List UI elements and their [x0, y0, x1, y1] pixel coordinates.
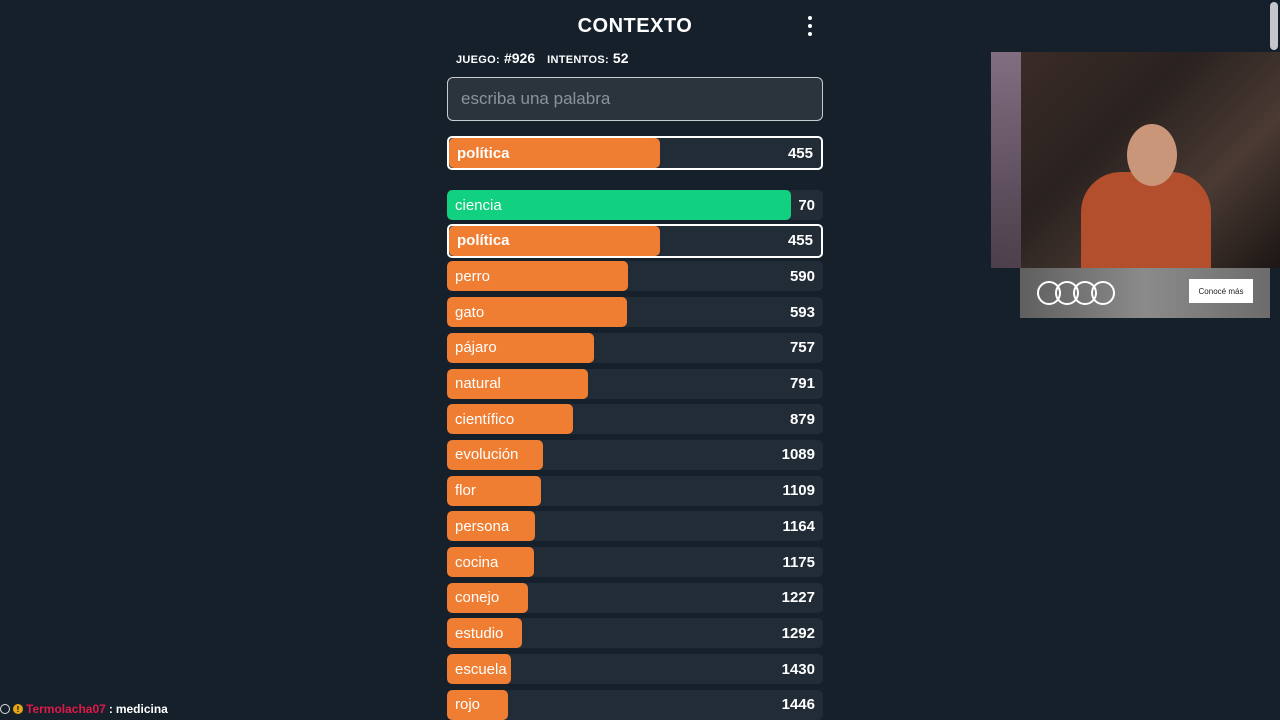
ad-cta-button[interactable]: Conocé más	[1189, 279, 1253, 303]
guess-bar	[447, 582, 528, 613]
guess-rank: 1109	[782, 482, 815, 500]
ad-banner[interactable]: Conocé más	[1020, 268, 1270, 318]
guess-rank: 879	[789, 410, 815, 428]
guess-rank: 1175	[782, 553, 815, 571]
guess-word: científico	[455, 410, 515, 428]
guess-word: persona	[455, 517, 510, 535]
guess-bar	[447, 190, 792, 220]
guess-word: estudio	[455, 624, 504, 642]
guess-row: gato 593	[447, 297, 823, 328]
guess-bar	[447, 404, 573, 435]
header: CONTEXTO	[447, 12, 823, 42]
guess-rank: 455	[787, 232, 813, 250]
guess-word: cocina	[455, 553, 499, 571]
guess-bar	[447, 475, 541, 506]
last-guess-row: política 455	[447, 136, 823, 170]
guess-word: pájaro	[455, 339, 497, 357]
guess-word: rojo	[455, 696, 481, 714]
guess-rank: 70	[798, 196, 815, 214]
guess-row: natural 791	[447, 368, 823, 399]
game-stats: JUEGO: #926 INTENTOS: 52	[456, 50, 637, 66]
guess-bar	[447, 368, 588, 399]
scrollbar[interactable]	[1270, 2, 1278, 50]
attempts-count: 52	[612, 50, 629, 66]
guess-bar	[447, 654, 511, 685]
moderator-icon	[0, 704, 10, 714]
guess-row: perro 590	[447, 261, 823, 292]
chat-text: medicina	[115, 702, 168, 716]
guess-word: escuela	[455, 660, 507, 678]
guess-bar	[447, 547, 534, 577]
guess-word: natural	[455, 375, 501, 392]
guess-row: evolución 1089	[447, 439, 823, 470]
audi-rings-logo	[1037, 281, 1115, 305]
guess-rank: 590	[789, 267, 815, 285]
guess-rank: 791	[789, 375, 815, 392]
guess-rank: 1227	[781, 589, 815, 607]
last-guess-bar	[449, 138, 660, 168]
guess-bar	[447, 511, 535, 542]
guess-word: gato	[455, 303, 485, 321]
guess-bar	[447, 297, 628, 328]
guess-row: científico 879	[447, 404, 823, 435]
guess-bar	[447, 439, 544, 470]
guess-row: persona 1164	[447, 511, 823, 542]
attempts-label: INTENTOS:	[547, 54, 609, 66]
guess-word: política	[457, 232, 510, 250]
guess-rank: 1089	[781, 446, 815, 464]
guess-row: ciencia 70	[447, 190, 823, 220]
guess-row: pájaro 757	[447, 332, 823, 363]
guess-bar	[447, 689, 508, 720]
guess-word: evolución	[455, 446, 519, 464]
guess-row: conejo 1227	[447, 582, 823, 613]
guess-rank: 1430	[781, 660, 815, 678]
chat-message: ! Termolacha07 : medicina	[0, 702, 168, 716]
guess-bar	[447, 332, 594, 363]
guess-rank: 1292	[781, 624, 815, 642]
badge-icon: !	[13, 704, 23, 714]
page-title: CONTEXTO	[577, 15, 693, 37]
guess-rank: 1164	[782, 517, 815, 535]
guess-word: ciencia	[455, 196, 502, 214]
guess-word: flor	[455, 482, 476, 500]
guess-row: escuela 1430	[447, 654, 823, 685]
chat-username: Termolacha07	[26, 702, 106, 716]
guess-word: perro	[455, 267, 491, 285]
kebab-menu-icon[interactable]	[803, 16, 817, 36]
game-number: #926	[503, 50, 536, 66]
guess-word: conejo	[455, 589, 500, 607]
guess-rank: 593	[789, 303, 815, 321]
guess-row: flor 1109	[447, 475, 823, 506]
guess-bar	[447, 261, 628, 292]
last-guess-rank: 455	[787, 144, 813, 162]
guess-bar	[447, 618, 522, 649]
word-input[interactable]	[447, 77, 823, 121]
guess-row: estudio 1292	[447, 618, 823, 649]
chat-separator: :	[108, 702, 113, 716]
last-guess-word: política	[457, 144, 510, 162]
guess-bar	[449, 225, 660, 256]
game-label: JUEGO:	[456, 54, 500, 66]
guess-row: cocina 1175	[447, 547, 823, 577]
guess-row: rojo 1446	[447, 689, 823, 720]
guess-row: política 455	[447, 223, 823, 258]
guess-rank: 757	[789, 339, 815, 357]
webcam-overlay	[991, 52, 1280, 268]
guess-rank: 1446	[781, 696, 815, 714]
